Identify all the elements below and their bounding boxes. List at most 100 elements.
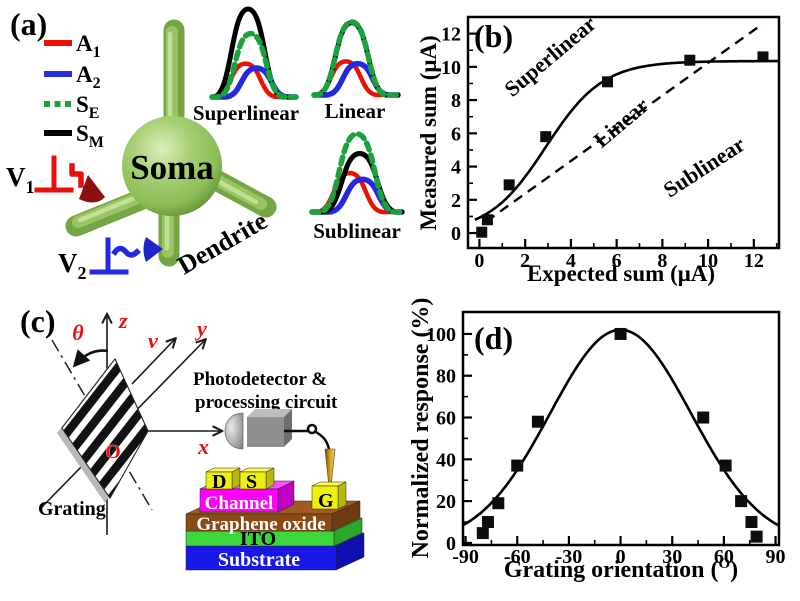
source-label: S [246,471,257,493]
x-tick-label: -60 [504,546,531,568]
panel-c: (c) z v y θ x O Grating Photodetector & … [20,303,365,571]
data-point [614,327,627,340]
drain-label: D [212,471,226,493]
legend-label-SE: SE [76,92,99,122]
data-point [503,179,515,191]
x-tick-label: 8 [657,250,667,272]
y-tick-label: 0 [446,533,456,555]
y-axis-label: y [194,316,207,341]
z-axis-label: z [118,308,128,333]
grating-stripes [61,358,149,499]
y-tick-label: 12 [441,24,461,46]
y-tick-label: 4 [451,157,461,179]
data-point [476,527,489,540]
y-tick-label: 6 [451,123,461,145]
soma-sphere [122,116,222,216]
mini-curve-SE [209,30,299,100]
data-point [757,51,769,63]
panel-b-label: (b) [474,18,513,54]
x-tick-label: 2 [520,250,530,272]
legend-label-A1: A1 [76,31,101,61]
y-tick-label: 40 [436,449,456,471]
panel-d: -90 -60 -30 0 30 60 90 0 20 40 60 80 100 (d) Grating… [408,298,786,583]
x-axis-label: x [197,434,209,459]
soma-label: Soma [130,148,214,187]
x-tick-label: 30 [662,546,682,568]
y-tick-label: 2 [451,190,461,212]
source-electrode [239,467,275,490]
data-point [697,411,710,424]
detector-caption-line1: Photodetector & [193,369,327,390]
y-tick-label: 80 [436,366,456,388]
mini-label-linear: Linear [325,99,386,123]
chart-d-xlabel: Grating orientation (O) [504,556,738,583]
y-tick-label: 60 [436,408,456,430]
device-stack [185,467,365,571]
x-tick-label: 4 [566,250,576,272]
legend-label-A2: A2 [76,62,101,92]
y-tick-label: 0 [451,223,461,245]
x-tick-label: 12 [744,250,764,272]
origin-label: O [105,441,121,463]
x-tick-label: 6 [612,250,622,272]
reference-dashed-line [485,22,764,223]
data-point [684,54,696,66]
chart-b-ylabel: Measured sum (μA) [416,35,441,230]
theta-label: θ [72,320,84,345]
v2-synapse-cone [143,237,163,262]
data-point [735,495,748,508]
data-point [540,131,552,143]
mini-response-plots [209,6,405,215]
substrate-label: Substrate [218,549,300,571]
theta-arc-arrow [72,349,109,368]
grating-label: Grating [38,498,106,520]
v2-pulse-icon [89,237,141,275]
data-point [719,459,732,472]
data-point [745,516,758,529]
v1-synapse-cone [79,175,105,203]
x-tick-label: 0 [616,546,626,568]
chart-b-xlabel: Expected sum (μA) [527,261,715,286]
panel-d-label: (d) [474,320,513,356]
v-arrow-line [131,339,175,385]
detector-caption-line2: processing circuit [195,392,338,413]
panel-c-label: (c) [20,303,56,339]
x-tick-label: 0 [474,250,484,272]
chart-d-ylabel: Normalized response (%) [408,298,434,559]
gate-label: G [318,490,334,512]
data-point [492,497,505,510]
gate-electrode [311,481,347,510]
data-point [481,516,494,529]
graphene-oxide-label: Graphene oxide [196,514,325,535]
data-point [481,214,493,226]
x-tick-label: -30 [556,546,583,568]
y-tick-label: 20 [436,491,456,513]
mini-label-sublinear: Sublinear [313,219,401,243]
y-tick-label: 8 [451,90,461,112]
fit-curve [474,59,778,221]
legend-label-SM: SM [76,121,104,151]
x-tick-label: -90 [452,546,479,568]
data-point [601,76,613,88]
x-tick-label: 10 [698,250,718,272]
data-point [531,415,544,428]
data-point [476,226,488,238]
data-point [750,530,763,543]
grating-normal-dashdot [51,339,153,511]
input-v2-label: V2 [58,248,87,283]
y-tick-label: 10 [441,57,461,79]
panel-a-label: (a) [10,6,47,42]
signal-wire [284,423,331,450]
v1-pulse-icon [34,155,84,193]
mini-label-superlinear: Superlinear [193,101,299,125]
data-point [511,459,524,472]
channel-label: Channel [205,493,274,514]
x-tick-label: 90 [766,546,786,568]
photodetector-lens [224,412,244,450]
x-tick-label: 60 [714,546,734,568]
y-tick-label: 100 [426,324,456,346]
